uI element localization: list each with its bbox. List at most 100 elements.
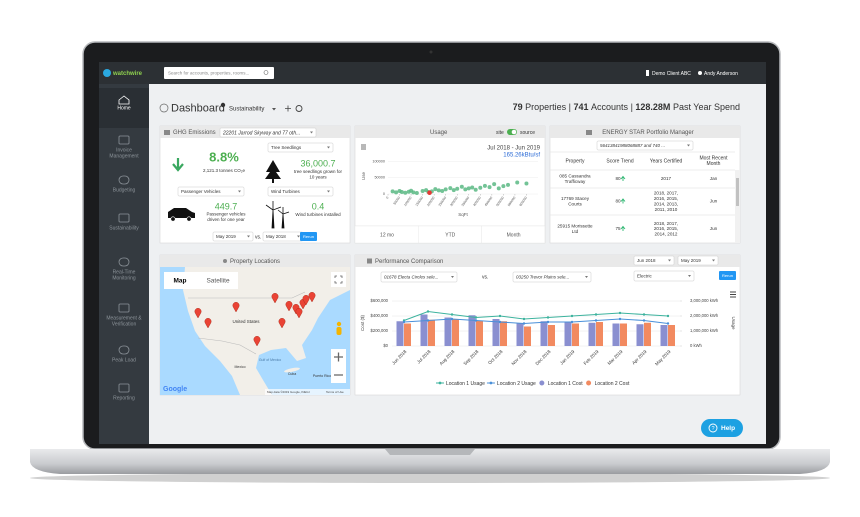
- page-title: Dashboard: [171, 102, 225, 114]
- table-cell: 2014, 2013,: [654, 201, 678, 206]
- nav-icon: [118, 257, 130, 267]
- line-point: [546, 316, 550, 319]
- dropdown[interactable]: [380, 271, 458, 283]
- dropdown[interactable]: [267, 142, 334, 153]
- scatter-point: [466, 186, 471, 191]
- panel-title: Property Locations: [230, 259, 280, 265]
- map-label: Mexico: [234, 365, 245, 369]
- legend-label: Location 2 Cost: [595, 381, 630, 387]
- map-terms: Terms of Use: [326, 390, 344, 394]
- dropdown[interactable]: [177, 186, 245, 197]
- dropdown-text: Wind Turbines: [271, 189, 301, 194]
- column-header: Property: [566, 158, 585, 164]
- table-cell: 2018, 2017,: [654, 221, 678, 226]
- usage-period: Jul 2018 - Jun 2019: [487, 146, 540, 152]
- tree-icon: [265, 160, 281, 183]
- dropdown[interactable]: [212, 231, 254, 242]
- dropdown[interactable]: [677, 255, 719, 266]
- nav-label: Reporting: [113, 395, 135, 401]
- bar: [452, 319, 459, 346]
- dropdown[interactable]: [267, 186, 334, 197]
- bar: [492, 319, 500, 346]
- menu-icon: [361, 144, 366, 150]
- bar: [612, 323, 620, 346]
- y2-tick-label: 2,000,000 kWh: [690, 313, 719, 318]
- laptop-base: [30, 449, 830, 474]
- wind-text: Wind turbines installed: [295, 212, 341, 217]
- dropdown[interactable]: [596, 140, 694, 151]
- y-tick-label: $0: [383, 343, 388, 348]
- line-point: [642, 319, 646, 322]
- bar: [516, 323, 524, 346]
- usage-value: 165.26kBtu/sf: [503, 153, 540, 159]
- map-label: Puerto Rico: [313, 374, 331, 378]
- map-pin: [253, 336, 261, 347]
- client-name: Demo Client ABC: [652, 71, 691, 77]
- turbine-icon: [265, 201, 290, 229]
- x-tick-label: 500000: [495, 196, 505, 207]
- scatter-point: [433, 187, 438, 192]
- y-tick-label: $200,000: [371, 328, 389, 333]
- highlight-point: [427, 190, 432, 195]
- panel-header: [160, 255, 350, 267]
- dropdown-caret: [585, 276, 588, 278]
- bar: [540, 321, 548, 346]
- caret: [272, 108, 276, 111]
- line-point: [522, 317, 526, 321]
- line-point: [594, 319, 598, 322]
- bar: [620, 323, 627, 346]
- dropdown-caret: [451, 276, 454, 278]
- x-tick-label: 400000: [472, 196, 482, 207]
- line-point: [426, 310, 430, 313]
- help-label: Help: [721, 425, 735, 432]
- map-label: Cuba: [288, 372, 296, 376]
- y-tick-label: 0: [383, 192, 385, 196]
- rerun-button[interactable]: [300, 232, 317, 241]
- tab-label: YTD: [445, 232, 455, 238]
- scatter-point: [420, 189, 425, 194]
- tab[interactable]: [481, 225, 546, 244]
- stat-part: Properties: [525, 102, 567, 112]
- table-cell: 2018, 2017,: [654, 191, 678, 196]
- scatter-point: [496, 186, 501, 191]
- dropdown-text: 56413841988068887 and 740 ...: [600, 143, 665, 148]
- scatter-point: [459, 184, 464, 189]
- scatter-point: [515, 180, 520, 185]
- line-point: [642, 313, 646, 316]
- rerun-label: Rerun: [722, 273, 733, 278]
- y2-tick-label: 1,000,000 kWh: [690, 328, 719, 333]
- rerun-button[interactable]: [719, 271, 736, 280]
- panel-icon: [223, 259, 227, 263]
- panel-header: [355, 126, 545, 138]
- search-box[interactable]: [164, 67, 274, 79]
- home-icon: [118, 95, 130, 105]
- table-cell: Jan: [710, 176, 718, 181]
- table-cell: 80: [615, 176, 621, 181]
- dropdown[interactable]: [219, 127, 317, 138]
- scatter-point: [440, 189, 445, 194]
- map-pin: [278, 318, 286, 329]
- line-point: [498, 314, 502, 318]
- x-tick-label: 350000: [461, 196, 471, 207]
- table-cell: Courts: [568, 201, 582, 206]
- panel: [354, 125, 546, 244]
- nav-icon: [118, 213, 130, 223]
- scatter-point: [478, 185, 483, 190]
- dropdown[interactable]: [512, 271, 592, 283]
- fullscreen-button[interactable]: [331, 272, 346, 287]
- car-icon: [168, 208, 195, 218]
- table-cell: 75: [615, 226, 621, 231]
- help-button[interactable]: [701, 419, 743, 437]
- dropdown[interactable]: [633, 270, 695, 282]
- table-cell: Trafficway: [565, 179, 586, 184]
- bar: [636, 324, 644, 346]
- bar: [660, 325, 668, 346]
- panel-title: GHG Emissions: [173, 130, 216, 136]
- tab-label: Month: [507, 232, 521, 238]
- pegman: [336, 321, 342, 327]
- nav-label: Real-Time: [113, 269, 136, 275]
- scatter-point: [482, 183, 487, 188]
- bar: [476, 320, 483, 346]
- dropdown[interactable]: [633, 255, 675, 266]
